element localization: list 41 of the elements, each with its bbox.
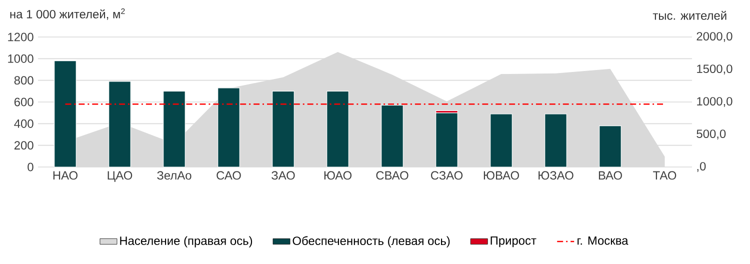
y2-axis-title: тыс. жителей <box>652 10 726 20</box>
y2-tick-label: 1500,0 <box>697 64 732 74</box>
x-tick-label: ЗелАо <box>157 171 192 180</box>
y2-tick-label: 500,0 <box>696 130 726 140</box>
x-tick-label: НАО <box>53 171 78 180</box>
x-tick-label: САО <box>216 171 241 180</box>
x-tick-label: ЮВАО <box>484 171 520 180</box>
bar <box>381 104 404 168</box>
x-tick-label: ВАО <box>598 171 622 180</box>
legend-label: г. Москва <box>578 236 628 245</box>
y2-tick-label: 2000,0 <box>696 32 732 42</box>
y2-tick-label: 1000,0 <box>697 97 732 107</box>
bar <box>108 81 131 168</box>
legend-label: Население (правая ось) <box>120 236 252 248</box>
x-tick-label: СЗАО <box>431 171 463 180</box>
y-axis-title: на 1 000 жителей, м$^{2}$ <box>10 8 125 20</box>
y2-tick-label: ,0 <box>697 162 706 172</box>
y-tick-label: 0 <box>28 162 34 172</box>
bar <box>599 126 622 168</box>
y-tick-label: 400 <box>14 119 34 128</box>
legend-label: Обеспеченность (левая ось) <box>292 236 450 248</box>
legend-label: Прирост <box>490 236 536 248</box>
y-tick-label: 1200 <box>8 32 34 42</box>
bar <box>272 90 294 168</box>
bar <box>490 114 512 168</box>
x-tick-label: СВАО <box>376 171 408 180</box>
y-tick-label: 200 <box>14 141 34 150</box>
bar <box>436 112 458 168</box>
x-tick-label: ЮЗАО <box>538 171 574 180</box>
bar <box>326 90 349 168</box>
bar <box>54 60 76 168</box>
x-tick-label: ЗАО <box>272 171 295 180</box>
bar <box>218 88 240 168</box>
y-tick-label: 1000 <box>8 54 34 63</box>
y-tick-label: 800 <box>14 76 34 85</box>
y-tick-label: 600 <box>14 98 34 106</box>
x-tick-label: ЦАО <box>108 171 132 182</box>
bar <box>544 114 567 168</box>
bar <box>163 90 186 168</box>
x-tick-label: ЮАО <box>324 171 352 180</box>
x-tick-label: ТАО <box>653 171 676 180</box>
